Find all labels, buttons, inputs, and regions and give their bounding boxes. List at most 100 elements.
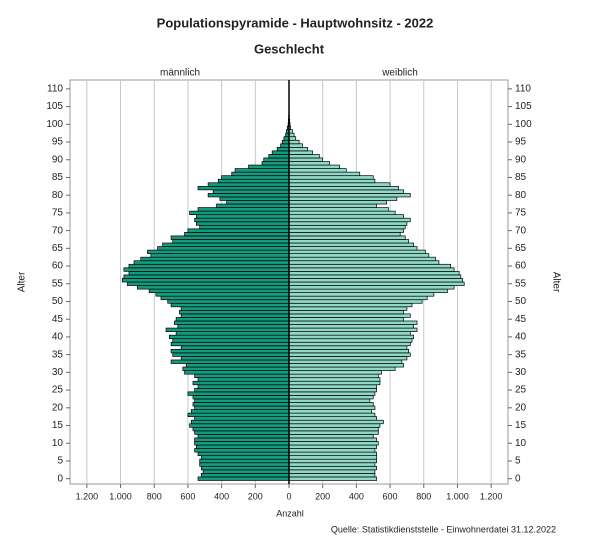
bar (170, 348, 290, 354)
bar (180, 345, 290, 350)
bar (288, 384, 377, 389)
x-tick-label: 800 (147, 491, 162, 501)
bar (288, 398, 371, 403)
bar (261, 161, 290, 166)
bar (194, 373, 290, 379)
bar (184, 232, 290, 237)
y-tick-label: 40 (52, 332, 64, 343)
x-tick-label: 1.200 (76, 491, 99, 501)
bar (207, 182, 290, 187)
bar (288, 143, 303, 148)
bar (288, 423, 381, 428)
bar (201, 465, 290, 471)
chart-title: Populationspyramide - Hauptwohnsitz - 20… (157, 15, 434, 30)
y-tick-label: 0 (515, 473, 521, 484)
bar (288, 473, 376, 478)
bar (194, 405, 290, 410)
bar (199, 462, 290, 467)
y-tick-label: 35 (515, 349, 527, 360)
y-tick-label: 90 (52, 154, 64, 165)
bar (202, 469, 290, 474)
bar (288, 285, 455, 290)
bar (288, 359, 403, 364)
bar (288, 469, 376, 474)
bar (197, 434, 290, 439)
bar (189, 210, 290, 216)
bar (187, 391, 290, 396)
bar (288, 242, 415, 247)
bar (226, 200, 290, 205)
bar (231, 171, 290, 177)
bar (288, 210, 396, 216)
bar (288, 221, 408, 226)
bar (288, 246, 418, 251)
bar (288, 136, 297, 141)
bar (150, 253, 290, 258)
x-tick-label: 600 (383, 491, 398, 501)
y-tick-label: 95 (52, 137, 64, 148)
bar (189, 423, 290, 428)
bar (123, 267, 290, 272)
y-tick-label: 85 (52, 172, 64, 183)
bar (288, 171, 361, 177)
bar (288, 295, 428, 301)
y-tick-label: 60 (52, 261, 64, 272)
bar (165, 327, 290, 332)
bar (288, 249, 426, 254)
bar (194, 441, 290, 446)
bar (288, 455, 377, 460)
bar (197, 476, 290, 481)
bar (288, 146, 308, 152)
x-tick-label: 600 (180, 491, 195, 501)
bar (147, 249, 290, 254)
bar (288, 302, 413, 308)
y-tick-label: 15 (52, 420, 64, 431)
bar (288, 299, 423, 304)
y-tick-label: 25 (52, 385, 64, 396)
bar (121, 278, 290, 283)
x-tick-label: 400 (349, 491, 364, 501)
bar (288, 274, 462, 279)
bar (288, 356, 408, 361)
bar (133, 260, 290, 265)
bar (288, 373, 379, 379)
bar (276, 146, 290, 152)
bar (197, 377, 290, 382)
bar (182, 366, 290, 371)
bar (288, 430, 379, 435)
bar (288, 132, 295, 138)
y-tick-label: 80 (515, 190, 527, 201)
bar (288, 157, 324, 162)
bar (263, 157, 290, 162)
bar (190, 409, 290, 414)
y-tick-label: 110 (47, 84, 63, 95)
bar (288, 444, 377, 449)
bar (288, 253, 430, 258)
bar (219, 196, 290, 201)
source-note: Quelle: Statistikdienststelle - Einwohne… (331, 524, 556, 534)
y-tick-label: 20 (515, 402, 527, 413)
bar (170, 341, 290, 347)
y-tick-label: 100 (46, 119, 63, 130)
bar (217, 178, 290, 184)
bar (234, 168, 290, 173)
y-tick-label: 5 (57, 456, 63, 467)
y-tick-label: 65 (52, 243, 64, 254)
bar (180, 306, 290, 311)
bar (169, 334, 290, 340)
bar (185, 363, 290, 368)
bar (288, 292, 435, 297)
x-tick-label: 1.000 (109, 491, 132, 501)
y-tick-label: 75 (515, 208, 527, 219)
bar (288, 366, 396, 371)
bar (128, 263, 290, 269)
bar (197, 384, 290, 389)
bar (271, 150, 290, 155)
bar (179, 310, 290, 315)
bar (194, 448, 290, 453)
bar (288, 380, 381, 386)
bar (288, 370, 383, 375)
bar (180, 356, 290, 361)
bar (288, 387, 377, 393)
